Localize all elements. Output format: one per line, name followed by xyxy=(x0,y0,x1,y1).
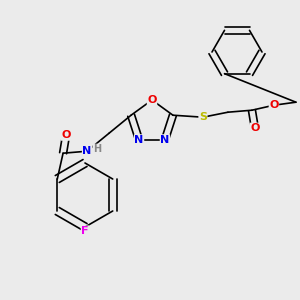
Text: N: N xyxy=(160,135,170,145)
Text: F: F xyxy=(81,226,89,236)
Text: N: N xyxy=(82,146,92,156)
Text: N: N xyxy=(134,135,144,145)
Text: O: O xyxy=(147,95,157,105)
Text: O: O xyxy=(61,130,71,140)
Text: H: H xyxy=(93,144,101,154)
Text: O: O xyxy=(250,123,260,133)
Text: O: O xyxy=(269,100,279,110)
Text: S: S xyxy=(199,112,207,122)
